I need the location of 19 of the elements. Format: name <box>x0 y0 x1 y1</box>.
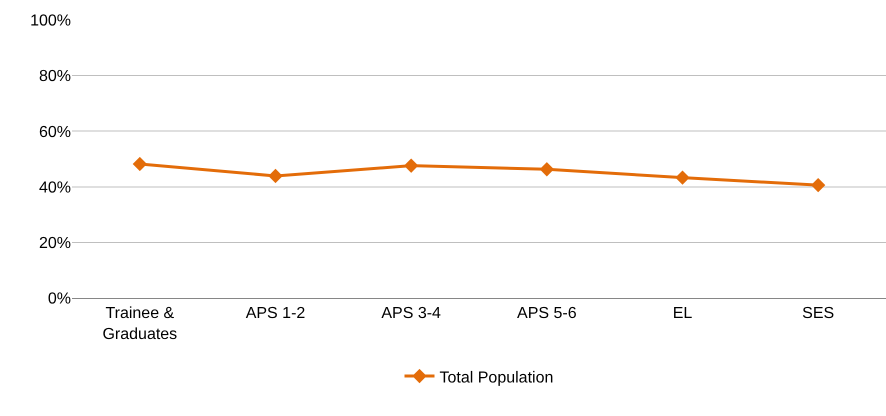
y-tick-label: 0% <box>48 290 71 308</box>
x-tick-label: Trainee & Graduates <box>102 305 178 343</box>
x-tick-label: APS 1-2 <box>246 305 306 322</box>
point <box>268 168 283 184</box>
x-tick-label: EL <box>672 305 692 322</box>
point <box>404 158 418 173</box>
point <box>675 170 690 185</box>
point <box>540 162 554 176</box>
point <box>811 178 826 192</box>
y-tick-label: 40% <box>38 179 71 196</box>
y-tick-label: 60% <box>38 124 71 141</box>
y-tick-label: 20% <box>38 235 71 252</box>
x-tick-label: APS 3-4 <box>381 305 442 322</box>
y-tick-label: 80% <box>38 68 71 86</box>
point <box>132 156 147 172</box>
x-tick-label: SES <box>802 305 834 322</box>
x-tick-label: APS 5-6 <box>517 305 577 322</box>
y-tick-label: 100% <box>30 12 71 30</box>
legend-label: Total Population <box>440 369 554 386</box>
